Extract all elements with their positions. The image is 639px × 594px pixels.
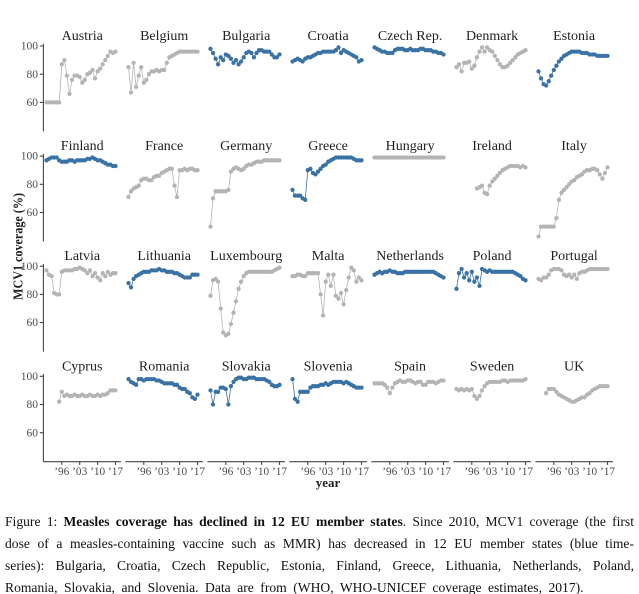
svg-text:Ireland: Ireland <box>472 139 512 154</box>
svg-text:’17: ’17 <box>436 466 451 478</box>
svg-text:’96: ’96 <box>300 466 315 478</box>
svg-text:Malta: Malta <box>312 249 345 264</box>
svg-text:Germany: Germany <box>220 139 272 154</box>
svg-text:Greece: Greece <box>308 139 348 154</box>
svg-text:60: 60 <box>27 427 39 439</box>
svg-text:Spain: Spain <box>394 359 426 374</box>
svg-text:100: 100 <box>21 261 39 273</box>
svg-text:Luxembourg: Luxembourg <box>210 249 282 264</box>
svg-text:’03: ’03 <box>236 466 251 478</box>
svg-text:’03: ’03 <box>564 466 579 478</box>
svg-text:60: 60 <box>27 207 39 219</box>
svg-text:Romania: Romania <box>139 359 190 374</box>
svg-text:’03: ’03 <box>72 466 87 478</box>
svg-text:Belgium: Belgium <box>140 29 188 44</box>
svg-text:Croatia: Croatia <box>307 29 349 44</box>
svg-text:’96: ’96 <box>546 466 561 478</box>
svg-text:’10: ’10 <box>582 466 597 478</box>
svg-text:80: 80 <box>27 179 39 191</box>
svg-text:’96: ’96 <box>136 466 151 478</box>
svg-text:Poland: Poland <box>473 249 512 264</box>
svg-text:80: 80 <box>27 289 39 301</box>
svg-text:100: 100 <box>21 151 39 163</box>
svg-text:’17: ’17 <box>518 466 533 478</box>
svg-text:’17: ’17 <box>108 466 123 478</box>
svg-text:UK: UK <box>564 359 584 374</box>
svg-text:80: 80 <box>27 399 39 411</box>
svg-text:’03: ’03 <box>154 466 169 478</box>
svg-text:Slovenia: Slovenia <box>304 359 354 374</box>
svg-text:100: 100 <box>21 371 39 383</box>
svg-text:’10: ’10 <box>336 466 351 478</box>
svg-text:’10: ’10 <box>254 466 269 478</box>
svg-text:Lithuania: Lithuania <box>137 249 191 264</box>
svg-text:’10: ’10 <box>90 466 105 478</box>
svg-text:’17: ’17 <box>272 466 287 478</box>
svg-text:’17: ’17 <box>600 466 615 478</box>
svg-text:Portugal: Portugal <box>550 249 598 264</box>
svg-text:’96: ’96 <box>218 466 233 478</box>
svg-text:80: 80 <box>27 69 39 81</box>
svg-text:Hungary: Hungary <box>386 139 435 154</box>
svg-text:’96: ’96 <box>382 466 397 478</box>
svg-text:Slovakia: Slovakia <box>222 359 272 374</box>
svg-text:Estonia: Estonia <box>553 29 596 44</box>
svg-text:’03: ’03 <box>318 466 333 478</box>
svg-text:’10: ’10 <box>418 466 433 478</box>
svg-text:100: 100 <box>21 41 39 53</box>
svg-text:Netherlands: Netherlands <box>376 249 444 264</box>
svg-text:’17: ’17 <box>190 466 205 478</box>
svg-text:Italy: Italy <box>561 139 587 154</box>
svg-text:Finland: Finland <box>61 139 104 154</box>
svg-text:’03: ’03 <box>400 466 415 478</box>
svg-text:’17: ’17 <box>354 466 369 478</box>
svg-text:France: France <box>145 139 183 154</box>
svg-text:60: 60 <box>27 97 39 109</box>
svg-text:year: year <box>316 475 341 490</box>
svg-text:Denmark: Denmark <box>466 29 518 44</box>
svg-text:Latvia: Latvia <box>64 249 101 264</box>
svg-text:Sweden: Sweden <box>470 359 514 374</box>
svg-text:60: 60 <box>27 317 39 329</box>
svg-text:’96: ’96 <box>464 466 479 478</box>
svg-text:’03: ’03 <box>482 466 497 478</box>
svg-text:Czech Rep.: Czech Rep. <box>378 29 443 44</box>
svg-text:’96: ’96 <box>54 466 69 478</box>
svg-text:Cyprus: Cyprus <box>62 359 102 374</box>
svg-text:MCV1 coverage (%): MCV1 coverage (%) <box>11 193 26 300</box>
svg-text:’10: ’10 <box>500 466 515 478</box>
svg-text:Austria: Austria <box>62 29 104 44</box>
svg-text:Bulgaria: Bulgaria <box>222 29 271 44</box>
svg-text:’10: ’10 <box>172 466 187 478</box>
